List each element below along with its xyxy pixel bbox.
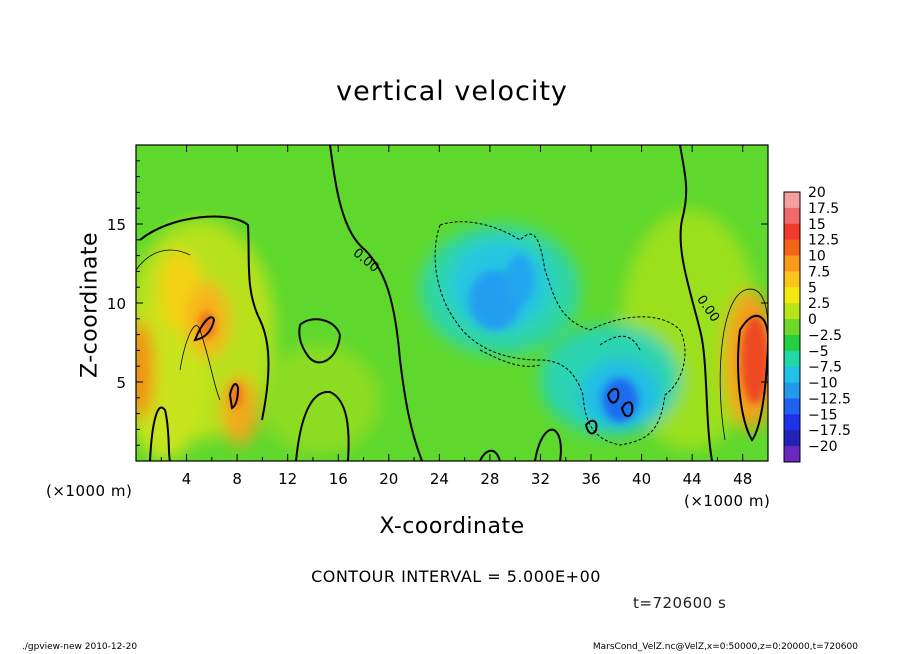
colorbar-label: 5: [808, 280, 817, 296]
colorbar-label: 12.5: [808, 233, 839, 249]
time-stamp: t=720600 s: [633, 594, 727, 612]
x-tick-label: 8: [232, 470, 242, 488]
x-tick-label: 12: [278, 470, 297, 488]
colorbar-swatch: [784, 398, 800, 415]
colorbar-swatch: [784, 255, 800, 272]
y-tick-label: 5: [116, 374, 126, 392]
colorbar-swatch: [784, 223, 800, 241]
colorbar-label: −12.5: [808, 391, 851, 407]
colorbar-swatch: [784, 271, 800, 288]
colorbar-swatch: [784, 446, 800, 463]
colorbar-label: 0: [808, 312, 817, 328]
heatmap-field: [136, 145, 768, 461]
chart-title: vertical velocity: [336, 76, 568, 107]
colorbar-label: −15: [808, 407, 838, 423]
colorbar-label: 17.5: [808, 201, 839, 217]
colorbar-label: 15: [808, 217, 826, 233]
footer-left: ./gpview-new 2010-12-20: [22, 642, 138, 652]
colorbar-swatch: [784, 430, 800, 447]
colorbar-swatch: [784, 287, 800, 304]
colorbar-label: 2.5: [808, 296, 830, 312]
x-tick-label: 4: [182, 470, 192, 488]
colorbar-swatch: [784, 334, 800, 352]
y-tick-label: 15: [107, 216, 126, 234]
colorbar-label: −5: [808, 344, 829, 360]
colorbar-label: −17.5: [808, 423, 851, 439]
negative-contours: [434, 221, 686, 446]
colorbar-swatch: [784, 319, 800, 336]
colorbar-swatch: [784, 207, 800, 225]
footer-right: MarsCond_VelZ.nc@VelZ,x=0:50000,z=0:2000…: [592, 642, 858, 652]
colorbar-swatch: [784, 303, 800, 320]
colorbar-swatch: [784, 382, 800, 399]
colorbar-label: 7.5: [808, 264, 830, 280]
x-tick-label: 36: [581, 470, 600, 488]
y-tick-label: 10: [107, 295, 126, 313]
colorbar-frame: [783, 191, 801, 463]
x-tick-label: 16: [329, 470, 348, 488]
colorbar-swatch: [784, 239, 800, 257]
colorbar-label: −20: [808, 439, 838, 455]
x-tick-label: 40: [632, 470, 651, 488]
zero-contours: [139, 145, 768, 461]
colorbar-swatch: [784, 350, 800, 368]
x-tick-label: 32: [531, 470, 550, 488]
colorbar-label: 10: [808, 249, 826, 265]
colorbar-label: −2.5: [808, 328, 842, 344]
colorbar-swatch: [784, 366, 800, 384]
x-tick-label: 24: [430, 470, 449, 488]
positive-contours: [136, 249, 768, 441]
colorbar-swatch: [784, 414, 800, 431]
colorbar-label: −7.5: [808, 360, 842, 376]
colorbar: 2017.51512.5107.552.50−2.5−5−7.5−10−12.5…: [783, 185, 851, 463]
x-tick-label: 48: [733, 470, 752, 488]
x-tick-label: 20: [379, 470, 398, 488]
colorbar-label: −10: [808, 376, 838, 392]
x-unit-label-left: (×1000 m): [46, 482, 133, 500]
colorbar-label: 20: [808, 185, 826, 201]
x-tick-label: 44: [683, 470, 702, 488]
x-axis-ticks: 4 8 12 16 20 24 28 32 36 40 44 48: [160, 145, 752, 488]
x-unit-label-right: (×1000 m): [684, 492, 771, 510]
y-axis-ticks: 5 10 15: [107, 160, 768, 446]
x-tick-label: 28: [480, 470, 499, 488]
x-axis-label: X-coordinate: [379, 514, 525, 539]
colorbar-swatch: [784, 192, 800, 209]
y-axis-label: Z-coordinate: [77, 232, 103, 378]
contour-interval-note: CONTOUR INTERVAL = 5.000E+00: [311, 567, 601, 586]
